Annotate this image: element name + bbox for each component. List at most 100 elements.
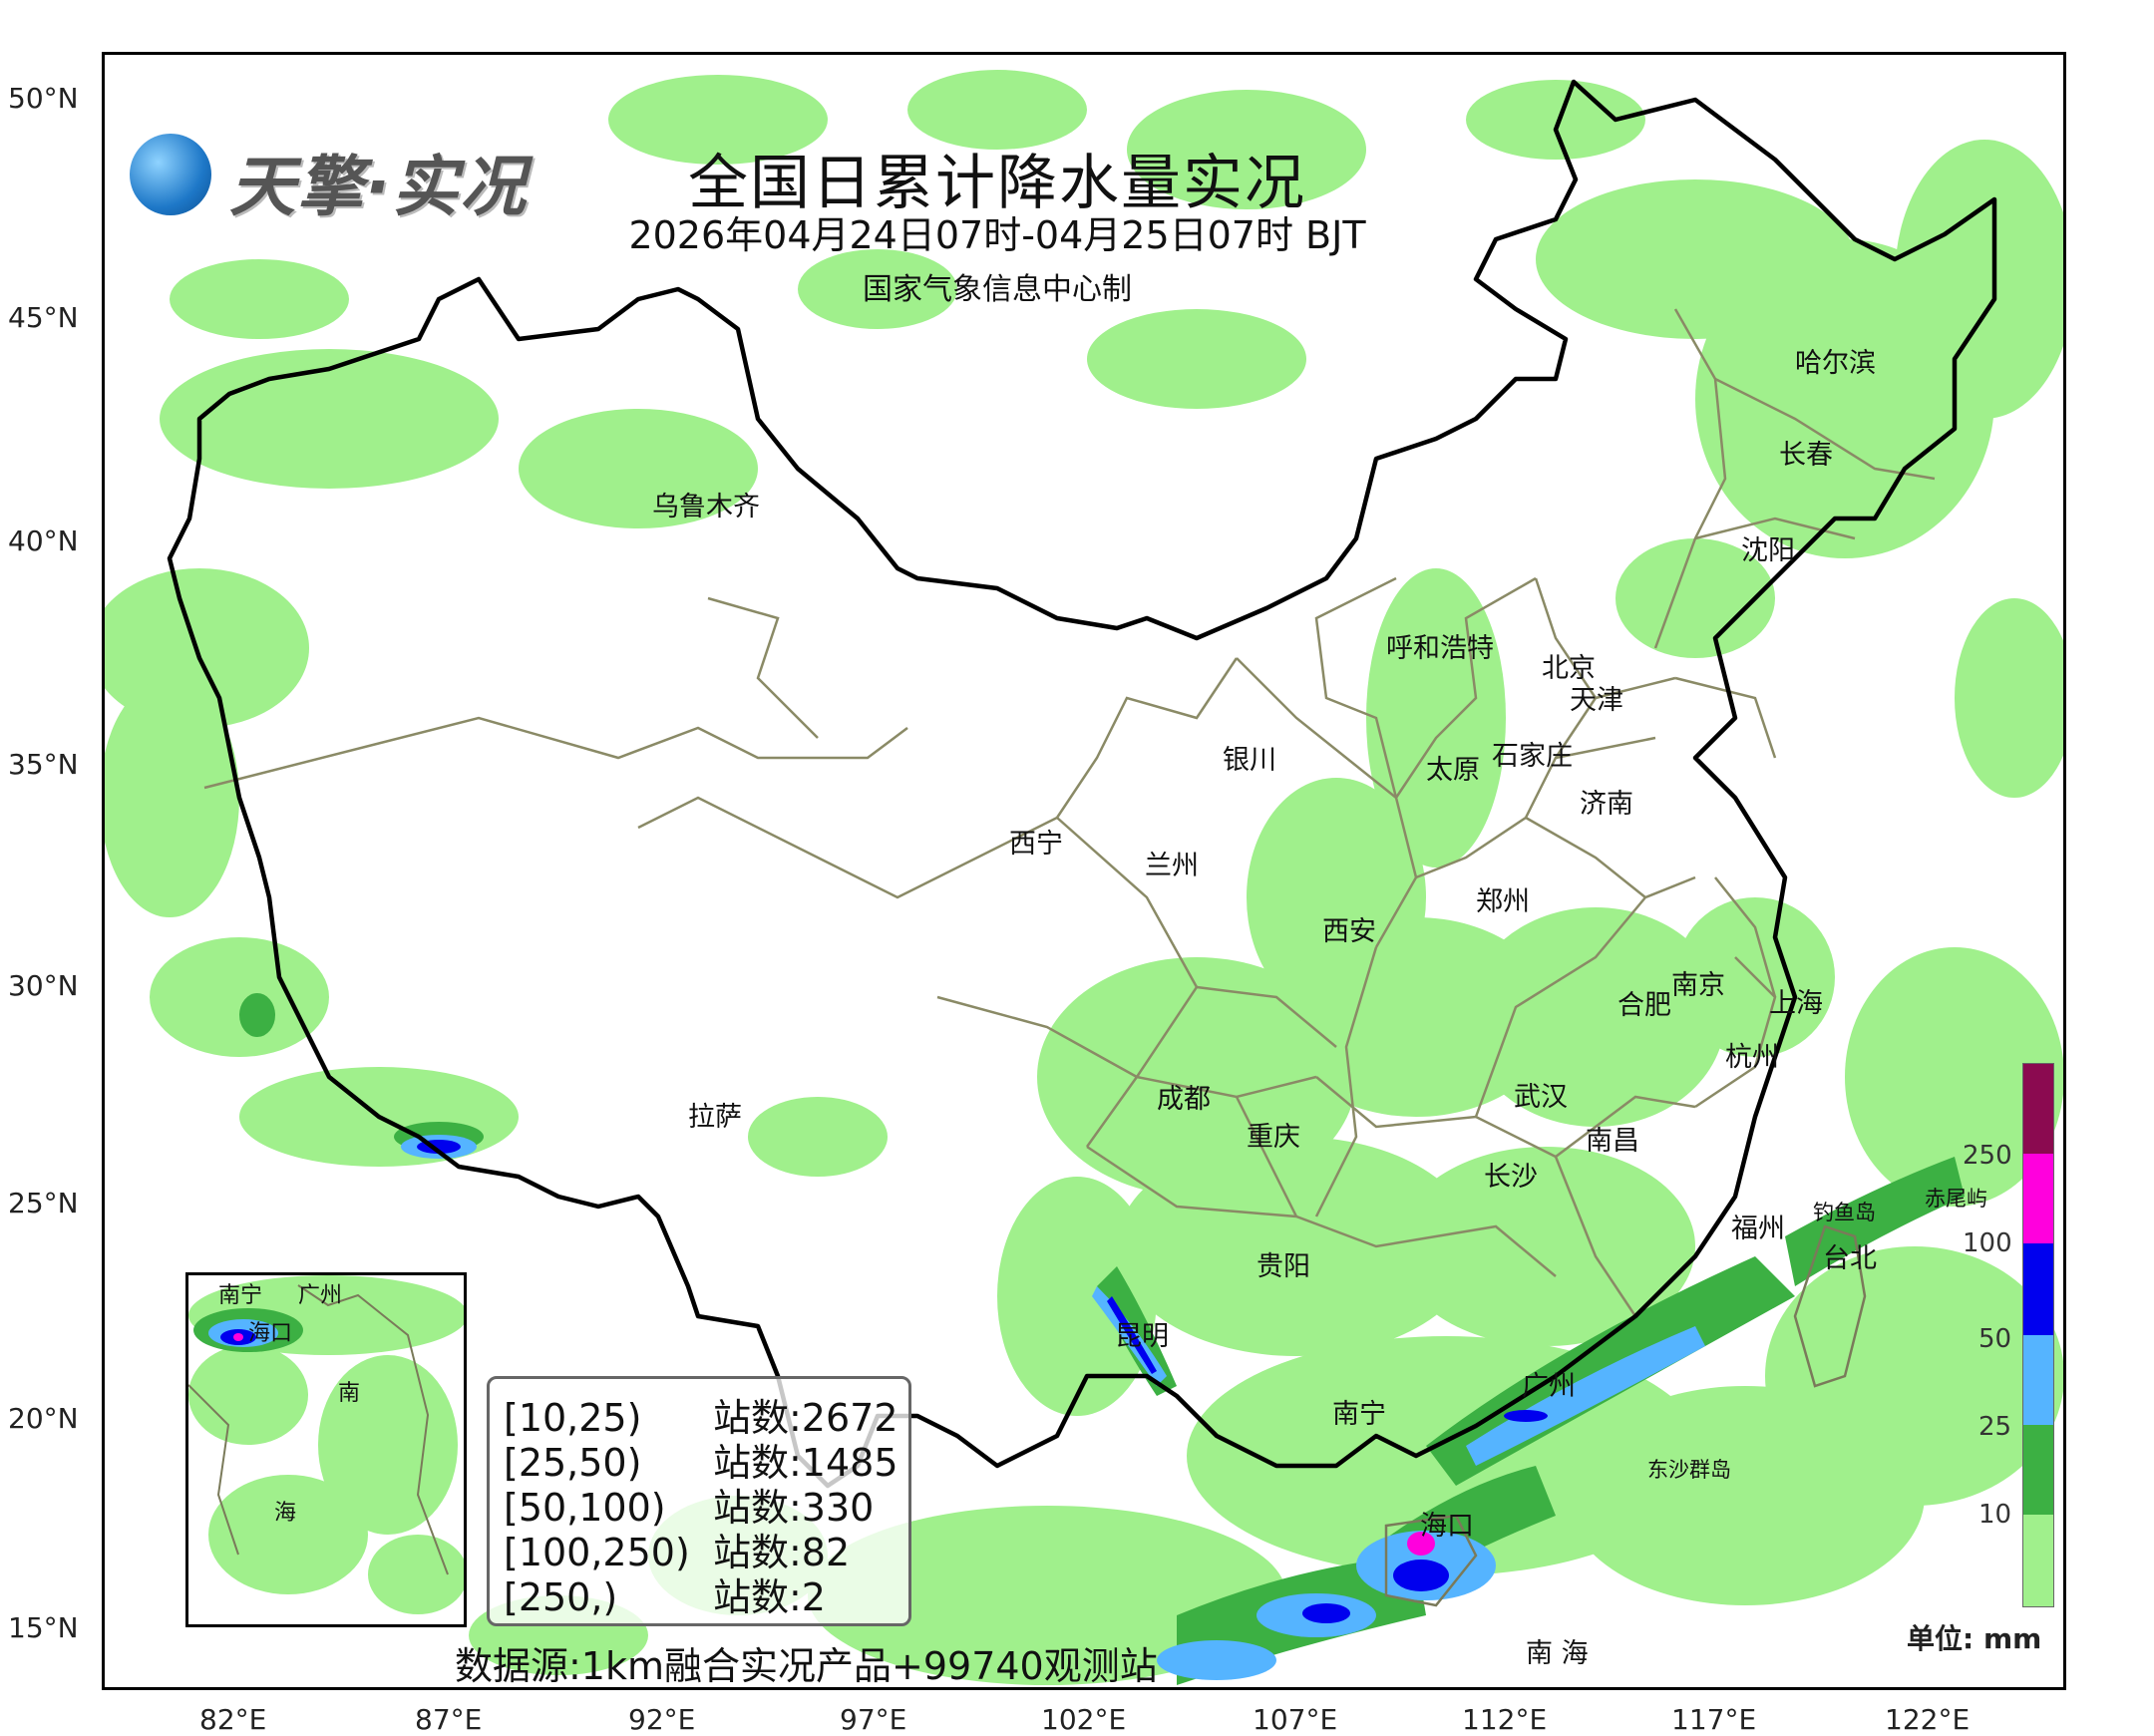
lon-label: 97°E: [840, 1703, 907, 1736]
city-label: 沈阳: [1741, 535, 1795, 566]
city-label: 福州: [1731, 1214, 1785, 1244]
legend-swatch: [2023, 1243, 2053, 1335]
logo: 天擎·实况: [130, 130, 529, 225]
inset-map: [188, 1275, 464, 1624]
stat-count: 站数:2672: [713, 1396, 898, 1440]
city-label: 贵阳: [1256, 1251, 1310, 1282]
legend-label: 50: [1978, 1324, 2012, 1354]
city-label: 海口: [1420, 1511, 1474, 1542]
city-label: 北京: [1542, 653, 1596, 684]
stat-count: 站数:1485: [713, 1441, 898, 1485]
station-stats-box: [10,25) 站数:2672 [25,50) 站数:1485 [50,100) 站数…: [487, 1376, 911, 1626]
stat-range: [100,250): [504, 1531, 690, 1574]
legend-label: 100: [1963, 1228, 2012, 1258]
legend-label: 10: [1978, 1500, 2012, 1530]
lon-label: 92°E: [628, 1703, 696, 1736]
lat-label: 45°N: [8, 301, 79, 334]
city-label: 济南: [1580, 789, 1633, 820]
inset-sea-label: 南: [338, 1381, 361, 1406]
legend-swatch: [2023, 1425, 2053, 1515]
city-label: 天津: [1570, 685, 1623, 716]
map-title: 全国日累计降水量实况: [688, 149, 1306, 218]
city-label: 钓鱼岛: [1813, 1201, 1876, 1224]
stat-count: 站数:2: [713, 1575, 826, 1619]
stat-count: 站数:330: [713, 1486, 875, 1530]
city-label: 哈尔滨: [1795, 348, 1876, 379]
city-label: 广州: [1522, 1371, 1576, 1402]
lat-label: 25°N: [8, 1187, 79, 1219]
city-label: 南宁: [1332, 1399, 1386, 1430]
stat-row: [250,) 站数:2: [504, 1566, 826, 1621]
legend-swatch: [2023, 1335, 2053, 1425]
inset-city-label: 海口: [248, 1321, 293, 1346]
city-label: 银川: [1223, 745, 1276, 776]
hainan-coast: [1384, 1514, 1478, 1607]
logo-text: 天擎·实况: [229, 149, 529, 225]
city-label: 石家庄: [1492, 741, 1573, 772]
stat-row: [10,25) 站数:2672: [504, 1387, 898, 1442]
city-label: 西安: [1322, 916, 1376, 947]
inset-city-label: 广州: [298, 1283, 343, 1308]
city-label: 杭州: [1725, 1042, 1779, 1073]
lat-label: 40°N: [8, 524, 79, 557]
globe-network-icon: [130, 134, 211, 215]
stat-count: 站数:82: [713, 1531, 851, 1574]
lon-label: 102°E: [1041, 1703, 1127, 1736]
map-frame: [102, 52, 2066, 1690]
city-label: 昆明: [1115, 1321, 1169, 1352]
city-label: 重庆: [1247, 1122, 1300, 1153]
legend-label: 25: [1978, 1412, 2012, 1442]
lat-label: 50°N: [8, 82, 79, 115]
city-label: 台北: [1823, 1243, 1877, 1274]
south-china-sea-inset: 南宁 广州 海口 南 海: [185, 1272, 467, 1627]
city-label: 赤尾屿: [1925, 1187, 1987, 1211]
national-border: [167, 79, 1997, 1489]
color-legend: [2022, 1063, 2054, 1607]
city-label: 成都: [1157, 1084, 1211, 1115]
city-label: 武汉: [1514, 1082, 1568, 1113]
city-label: 东沙群岛: [1647, 1458, 1731, 1482]
city-label: 合肥: [1617, 990, 1671, 1021]
stat-range: [10,25): [504, 1396, 642, 1440]
city-label: 西宁: [1009, 829, 1063, 860]
city-label: 南 海: [1526, 1638, 1589, 1669]
city-label: 长春: [1779, 440, 1833, 471]
stat-row: [100,250) 站数:82: [504, 1522, 850, 1576]
legend-label: 250: [1963, 1141, 2012, 1171]
legend-swatch: [2023, 1154, 2053, 1243]
city-label: 长沙: [1484, 1162, 1538, 1193]
stat-row: [50,100) 站数:330: [504, 1477, 874, 1532]
lon-label: 112°E: [1462, 1703, 1548, 1736]
stat-range: [250,): [504, 1575, 618, 1619]
city-label: 上海: [1769, 988, 1823, 1019]
city-label: 南昌: [1586, 1126, 1639, 1157]
lat-label: 30°N: [8, 969, 79, 1002]
city-label: 乌鲁木齐: [652, 492, 760, 522]
inset-city-label: 南宁: [218, 1283, 263, 1308]
city-label: 南京: [1671, 970, 1725, 1001]
producer: 国家气象信息中心制: [863, 272, 1132, 307]
unit-label: 单位: mm: [1907, 1622, 2042, 1655]
lon-label: 117°E: [1671, 1703, 1757, 1736]
data-source: 数据源:1km融合实况产品+99740观测站: [455, 1644, 1158, 1688]
city-label: 呼和浩特: [1386, 633, 1494, 664]
stat-range: [50,100): [504, 1486, 666, 1530]
lon-label: 87°E: [415, 1703, 483, 1736]
lat-label: 15°N: [8, 1611, 79, 1644]
stat-row: [25,50) 站数:1485: [504, 1432, 898, 1487]
rain-field: [104, 70, 2064, 1685]
time-range: 2026年04月24日07时-04月25日07时 BJT: [628, 213, 1366, 257]
inset-sea-label: 海: [274, 1501, 297, 1526]
legend-swatch: [2023, 1515, 2053, 1606]
legend-swatch: [2023, 1064, 2053, 1154]
city-label: 兰州: [1145, 851, 1199, 881]
stat-range: [25,50): [504, 1441, 642, 1485]
city-label: 拉萨: [688, 1102, 742, 1133]
lon-label: 107°E: [1253, 1703, 1338, 1736]
lat-label: 20°N: [8, 1402, 79, 1435]
city-label: 太原: [1426, 755, 1480, 786]
taiwan-coast: [1793, 1224, 1867, 1388]
city-label: 郑州: [1476, 886, 1530, 917]
province-boundaries: [203, 308, 1936, 1317]
